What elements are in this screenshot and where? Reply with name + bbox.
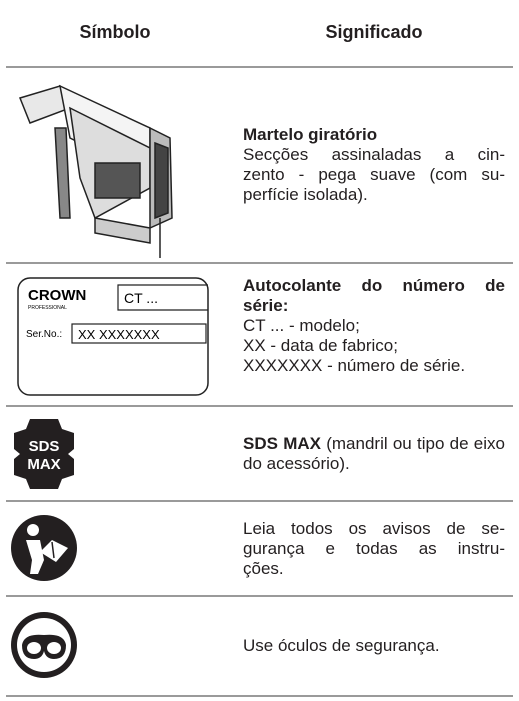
header-meaning: Significado (325, 22, 423, 42)
text-line: ções. (243, 558, 284, 578)
text-line: CT ... - modelo; (243, 316, 360, 335)
separator (6, 405, 513, 407)
meaning-cell: Martelo giratório Secções assinaladas a … (243, 68, 505, 262)
text-block: SDS MAX (mandril ou tipo de eixo do aces… (243, 434, 505, 474)
row-title: SDS MAX (243, 433, 321, 453)
goggles-icon (11, 612, 77, 678)
text-line: perfície isolada). (243, 185, 368, 204)
row-text: (mandril ou tipo de eixo do acessório). (243, 433, 505, 473)
row-title: Martelo giratório (243, 125, 378, 144)
text-line: Secções assinaladas a cin- (243, 145, 505, 164)
meaning-cell: Autocolante do número de série: CT ... -… (243, 276, 505, 396)
sds-icon: SDS MAX (14, 419, 74, 489)
sds-line2: MAX (27, 456, 60, 473)
separator (6, 262, 513, 264)
separator (6, 500, 513, 502)
meaning-cell: Use óculos de segurança. (243, 597, 505, 695)
label-brand: CROWN (28, 287, 86, 304)
label-serial-caption: Ser.No.: (26, 329, 62, 340)
label-model: CT ... (124, 290, 158, 306)
drill-icon (18, 84, 173, 258)
text-line: gurança e todas as instru- (243, 538, 505, 558)
text-line: zento - pega suave (com su- (243, 165, 505, 184)
text-line: XX - data de fabrico; (243, 336, 398, 355)
manual-icon (11, 515, 77, 581)
meaning-cell: Leia todos os avisos de se- gurança e to… (243, 502, 505, 595)
text-line: XXXXXXX - número de série. (243, 356, 466, 375)
label-serial: XX XXXXXXX (78, 327, 160, 342)
label-icon: CROWN PROFESSIONAL CT ... Ser.No.: XX XX… (17, 277, 209, 396)
label-sub: PROFESSIONAL (28, 305, 67, 311)
text-line: Leia todos os avisos de se- (243, 518, 505, 538)
text-line: Use óculos de segurança. (243, 636, 440, 655)
meaning-cell: SDS MAX (mandril ou tipo de eixo do aces… (243, 407, 505, 500)
row-title: Autocolante do número de série: (243, 276, 505, 315)
sds-line1: SDS (29, 438, 60, 455)
separator (6, 695, 513, 697)
separator (6, 595, 513, 597)
separator (6, 66, 513, 68)
header-symbol: Símbolo (79, 22, 151, 42)
